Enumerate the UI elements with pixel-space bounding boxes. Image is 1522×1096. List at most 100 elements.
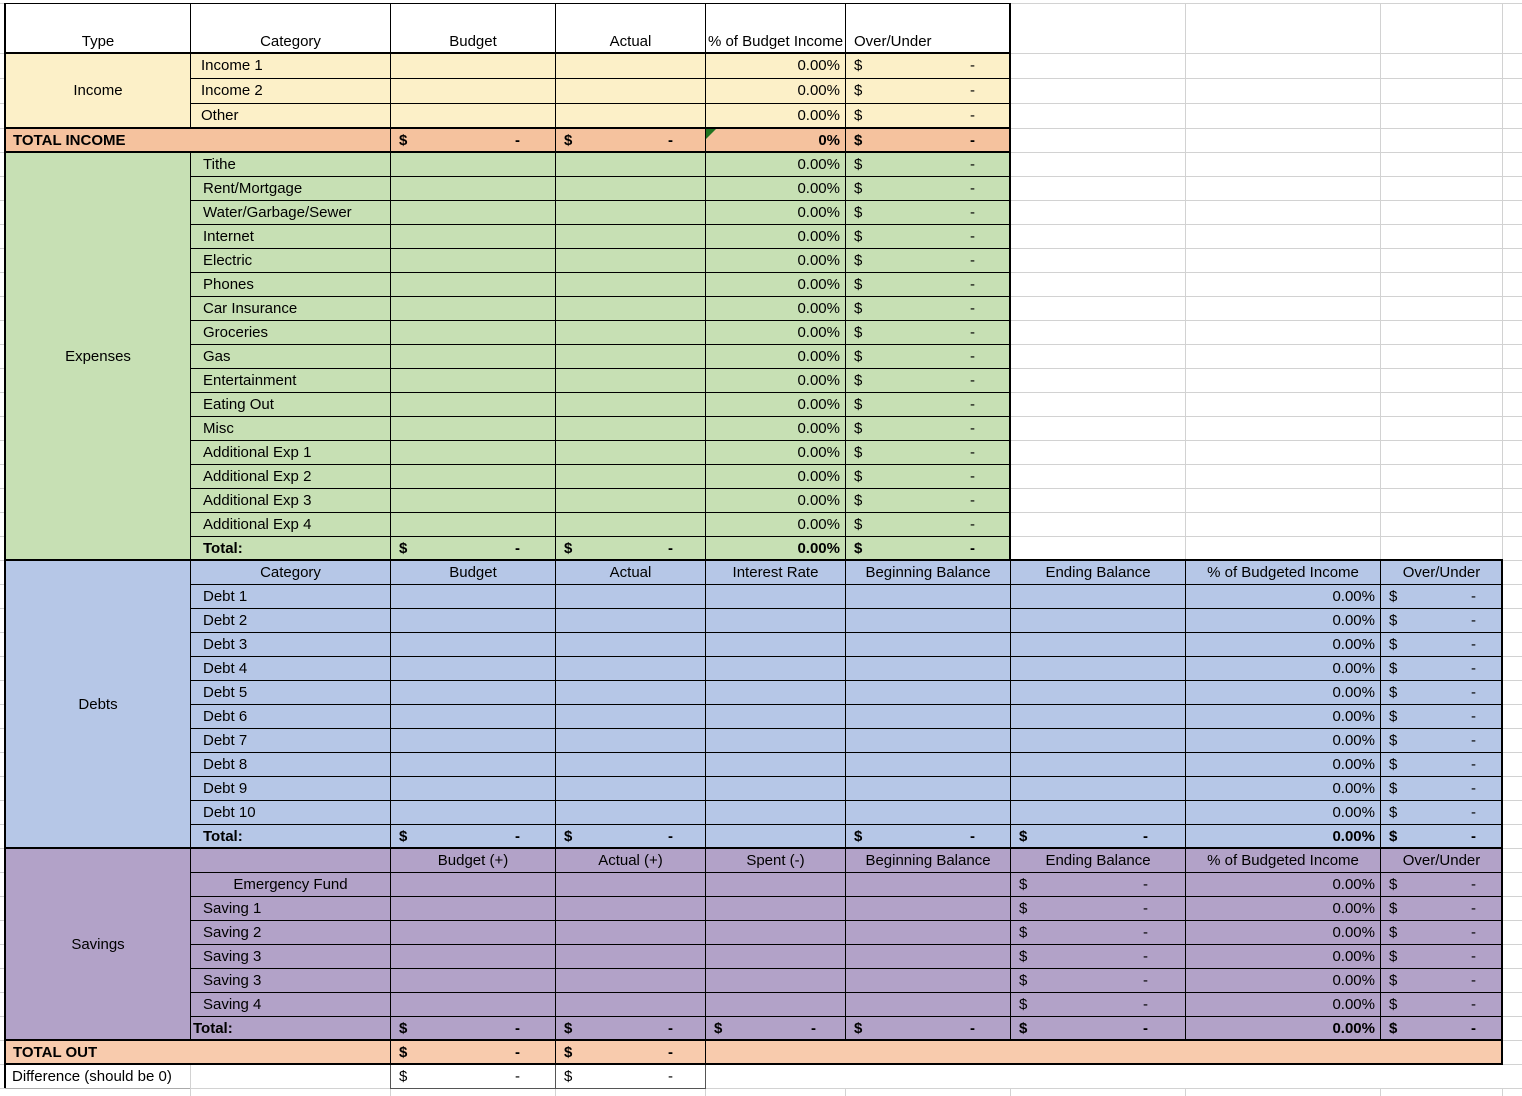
- saving-spent-cell[interactable]: [705, 920, 846, 945]
- income-pct-cell[interactable]: 0.00%: [705, 53, 846, 79]
- debt-pct-cell[interactable]: 0.00%: [1185, 728, 1381, 753]
- saving-pct-cell[interactable]: 0.00%: [1185, 968, 1381, 993]
- debt-over-under-cell[interactable]: $ -: [1380, 704, 1503, 729]
- expense-category-cell[interactable]: Additional Exp 4: [190, 512, 391, 537]
- difference-actual-cell[interactable]: $ -: [555, 1064, 706, 1089]
- expense-budget-cell[interactable]: [390, 344, 556, 369]
- savings-header-empty[interactable]: [190, 848, 391, 873]
- income-over-under-cell[interactable]: $ -: [845, 103, 1011, 129]
- debt-end-balance-cell[interactable]: [1010, 704, 1186, 729]
- debt-begin-balance-cell[interactable]: [845, 656, 1011, 681]
- total-out-actual-cell[interactable]: $ -: [555, 1040, 706, 1065]
- expense-actual-cell[interactable]: [555, 464, 706, 489]
- total-income-actual-cell[interactable]: $ -: [555, 128, 706, 153]
- saving-category-cell[interactable]: Emergency Fund: [190, 872, 391, 897]
- debt-end-balance-cell[interactable]: [1010, 752, 1186, 777]
- debt-interest-cell[interactable]: [705, 728, 846, 753]
- debt-over-under-cell[interactable]: $ -: [1380, 608, 1503, 633]
- savings-total-begin-cell[interactable]: $ -: [845, 1016, 1011, 1041]
- debt-end-balance-cell[interactable]: [1010, 632, 1186, 657]
- debt-over-under-cell[interactable]: $ -: [1380, 632, 1503, 657]
- expense-over-under-cell[interactable]: $ -: [845, 488, 1011, 513]
- saving-actual-cell[interactable]: [555, 968, 706, 993]
- debt-category-cell[interactable]: Debt 3: [190, 632, 391, 657]
- debts-header-budget[interactable]: Budget: [390, 560, 556, 585]
- expense-budget-cell[interactable]: [390, 320, 556, 345]
- expense-over-under-cell[interactable]: $ -: [845, 392, 1011, 417]
- expense-pct-cell[interactable]: 0.00%: [705, 488, 846, 513]
- saving-budget-cell[interactable]: [390, 944, 556, 969]
- debt-begin-balance-cell[interactable]: [845, 776, 1011, 801]
- col-header-over-under[interactable]: Over/Under: [845, 3, 1011, 54]
- expense-over-under-cell[interactable]: $ -: [845, 440, 1011, 465]
- expense-over-under-cell[interactable]: $ -: [845, 512, 1011, 537]
- savings-total-over-under-cell[interactable]: $ -: [1380, 1016, 1503, 1041]
- savings-total-end-cell[interactable]: $ -: [1010, 1016, 1186, 1041]
- expense-over-under-cell[interactable]: $ -: [845, 344, 1011, 369]
- debt-pct-cell[interactable]: 0.00%: [1185, 776, 1381, 801]
- debt-interest-cell[interactable]: [705, 800, 846, 825]
- debt-end-balance-cell[interactable]: [1010, 800, 1186, 825]
- expense-actual-cell[interactable]: [555, 512, 706, 537]
- income-budget-cell[interactable]: [390, 103, 556, 129]
- debt-over-under-cell[interactable]: $ -: [1380, 584, 1503, 609]
- expense-pct-cell[interactable]: 0.00%: [705, 176, 846, 201]
- col-header-budget[interactable]: Budget: [390, 3, 556, 54]
- expense-category-cell[interactable]: Additional Exp 2: [190, 464, 391, 489]
- saving-over-under-cell[interactable]: $ -: [1380, 872, 1503, 897]
- debt-pct-cell[interactable]: 0.00%: [1185, 584, 1381, 609]
- income-category-cell[interactable]: Income 2: [190, 78, 391, 104]
- saving-spent-cell[interactable]: [705, 872, 846, 897]
- savings-total-spent-cell[interactable]: $ -: [705, 1016, 846, 1041]
- debt-actual-cell[interactable]: [555, 800, 706, 825]
- debt-pct-cell[interactable]: 0.00%: [1185, 800, 1381, 825]
- expense-actual-cell[interactable]: [555, 176, 706, 201]
- debts-total-pct-cell[interactable]: 0.00%: [1185, 824, 1381, 849]
- saving-actual-cell[interactable]: [555, 920, 706, 945]
- expense-actual-cell[interactable]: [555, 272, 706, 297]
- debt-begin-balance-cell[interactable]: [845, 608, 1011, 633]
- savings-header-budget[interactable]: Budget (+): [390, 848, 556, 873]
- saving-over-under-cell[interactable]: $ -: [1380, 920, 1503, 945]
- debt-budget-cell[interactable]: [390, 584, 556, 609]
- expense-budget-cell[interactable]: [390, 296, 556, 321]
- col-header-actual[interactable]: Actual: [555, 3, 706, 54]
- expense-category-cell[interactable]: Internet: [190, 224, 391, 249]
- saving-spent-cell[interactable]: [705, 968, 846, 993]
- expenses-total-over-under-cell[interactable]: $ -: [845, 536, 1011, 561]
- debt-end-balance-cell[interactable]: [1010, 608, 1186, 633]
- saving-actual-cell[interactable]: [555, 944, 706, 969]
- expenses-total-actual-cell[interactable]: $ -: [555, 536, 706, 561]
- debt-actual-cell[interactable]: [555, 632, 706, 657]
- total-out-merged-cell[interactable]: [705, 1040, 1503, 1065]
- debts-type-cell[interactable]: Debts: [5, 560, 191, 849]
- income-pct-cell[interactable]: 0.00%: [705, 78, 846, 104]
- income-pct-cell[interactable]: 0.00%: [705, 103, 846, 129]
- expenses-type-cell[interactable]: Expenses: [5, 152, 191, 561]
- debt-pct-cell[interactable]: 0.00%: [1185, 632, 1381, 657]
- debt-category-cell[interactable]: Debt 7: [190, 728, 391, 753]
- expense-budget-cell[interactable]: [390, 152, 556, 177]
- expense-pct-cell[interactable]: 0.00%: [705, 320, 846, 345]
- debt-budget-cell[interactable]: [390, 632, 556, 657]
- expense-category-cell[interactable]: Tithe: [190, 152, 391, 177]
- expenses-total-budget-cell[interactable]: $ -: [390, 536, 556, 561]
- debt-interest-cell[interactable]: [705, 632, 846, 657]
- expense-pct-cell[interactable]: 0.00%: [705, 344, 846, 369]
- expense-over-under-cell[interactable]: $ -: [845, 176, 1011, 201]
- expense-budget-cell[interactable]: [390, 272, 556, 297]
- savings-type-cell[interactable]: Savings: [5, 848, 191, 1041]
- expense-category-cell[interactable]: Water/Garbage/Sewer: [190, 200, 391, 225]
- debt-actual-cell[interactable]: [555, 728, 706, 753]
- expense-over-under-cell[interactable]: $ -: [845, 224, 1011, 249]
- debt-interest-cell[interactable]: [705, 680, 846, 705]
- income-actual-cell[interactable]: [555, 103, 706, 129]
- saving-begin-balance-cell[interactable]: [845, 920, 1011, 945]
- savings-header-over[interactable]: Over/Under: [1380, 848, 1503, 873]
- saving-spent-cell[interactable]: [705, 944, 846, 969]
- debt-actual-cell[interactable]: [555, 584, 706, 609]
- debt-budget-cell[interactable]: [390, 776, 556, 801]
- saving-begin-balance-cell[interactable]: [845, 896, 1011, 921]
- expense-actual-cell[interactable]: [555, 224, 706, 249]
- debt-end-balance-cell[interactable]: [1010, 728, 1186, 753]
